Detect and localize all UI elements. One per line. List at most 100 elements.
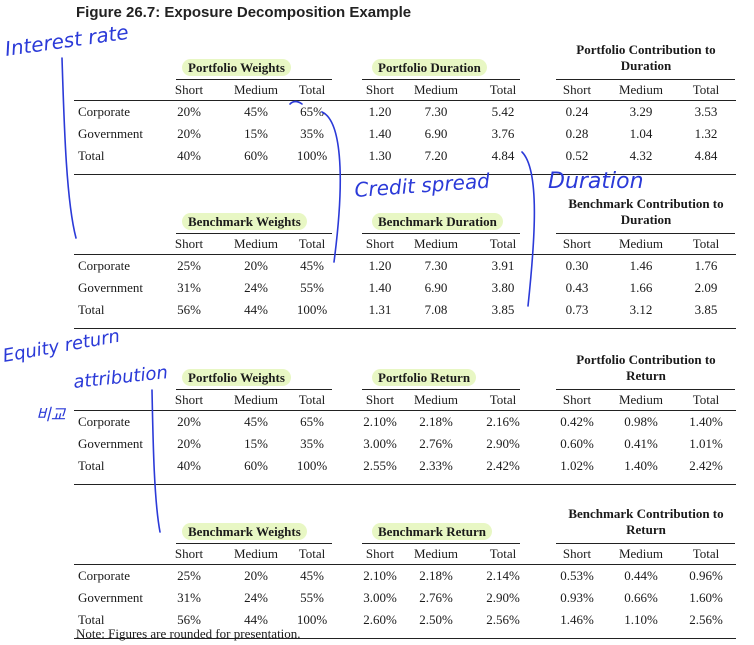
table-cell: 2.90% bbox=[486, 590, 520, 605]
table-cell: 0.42% bbox=[560, 414, 594, 429]
header-rule bbox=[362, 79, 520, 80]
figure-title: Figure 26.7: Exposure Decomposition Exam… bbox=[76, 4, 412, 21]
table-cell: 60% bbox=[244, 148, 268, 163]
row-label: Total bbox=[78, 458, 105, 473]
table-cell: 3.80 bbox=[491, 280, 515, 295]
row-label: Total bbox=[78, 302, 105, 317]
group-header-measure-label: Portfolio Return bbox=[372, 369, 477, 386]
table-cell: 60% bbox=[244, 458, 268, 473]
header-rule bbox=[176, 543, 332, 544]
column-label: Total bbox=[489, 546, 517, 561]
table-cell: 2.55% bbox=[363, 458, 397, 473]
table-cell: 1.32 bbox=[694, 126, 718, 141]
row-label: Government bbox=[78, 590, 143, 605]
table-cell: 2.90% bbox=[486, 436, 520, 451]
column-label: Total bbox=[489, 82, 517, 97]
header-rule bbox=[362, 389, 520, 390]
column-label: Medium bbox=[413, 236, 459, 251]
table-cell: 3.85 bbox=[491, 302, 515, 317]
table-cell: 3.76 bbox=[491, 126, 515, 141]
table-cell: 1.66 bbox=[629, 280, 653, 295]
column-label-rule bbox=[74, 564, 736, 565]
ink-attribution: attribution bbox=[72, 362, 169, 393]
table-cell: 0.28 bbox=[565, 126, 589, 141]
table-cell: 3.00% bbox=[363, 436, 397, 451]
table-cell: 45% bbox=[300, 258, 324, 273]
table-cell: 100% bbox=[296, 302, 328, 317]
column-label-rule bbox=[74, 254, 736, 255]
table-cell: 56% bbox=[177, 612, 201, 627]
column-label: Short bbox=[562, 82, 592, 97]
group-header-measure: Portfolio Duration bbox=[372, 59, 487, 76]
header-rule bbox=[556, 389, 735, 390]
table-cell: 7.20 bbox=[424, 148, 448, 163]
table-cell: 4.84 bbox=[694, 148, 718, 163]
table-cell: 1.31 bbox=[368, 302, 392, 317]
row-label: Corporate bbox=[78, 568, 130, 583]
ink-bracket-top bbox=[61, 57, 77, 239]
column-label: Short bbox=[365, 82, 395, 97]
table-cell: 6.90 bbox=[424, 280, 448, 295]
table-cell: 45% bbox=[244, 414, 268, 429]
table-cell: 55% bbox=[300, 280, 324, 295]
panel-bottom-rule bbox=[74, 484, 736, 485]
header-rule bbox=[362, 233, 520, 234]
column-label: Total bbox=[692, 546, 720, 561]
table-cell: 44% bbox=[244, 302, 268, 317]
ink-korean: 비교 bbox=[36, 405, 67, 424]
table-cell: 3.53 bbox=[694, 104, 718, 119]
table-cell: 0.44% bbox=[624, 568, 658, 583]
group-header-weights: Benchmark Weights bbox=[182, 213, 307, 230]
column-label: Total bbox=[692, 392, 720, 407]
table-cell: 7.08 bbox=[424, 302, 448, 317]
table-cell: 0.73 bbox=[565, 302, 589, 317]
table-cell: 25% bbox=[177, 568, 201, 583]
table-cell: 2.42% bbox=[486, 458, 520, 473]
table-cell: 20% bbox=[244, 568, 268, 583]
group-header-weights-label: Benchmark Weights bbox=[182, 523, 307, 540]
table-cell: 2.56% bbox=[486, 612, 520, 627]
table-cell: 2.10% bbox=[363, 568, 397, 583]
table-cell: 20% bbox=[177, 436, 201, 451]
column-label-rule bbox=[74, 100, 736, 101]
column-label: Total bbox=[298, 546, 326, 561]
table-cell: 0.93% bbox=[560, 590, 594, 605]
column-label: Short bbox=[562, 546, 592, 561]
table-cell: 20% bbox=[177, 414, 201, 429]
panel-bottom-rule bbox=[74, 328, 736, 329]
table-cell: 7.30 bbox=[424, 104, 448, 119]
table-cell: 1.20 bbox=[368, 104, 392, 119]
footnote: Note: Figures are rounded for presentati… bbox=[76, 626, 301, 641]
table-cell: 2.76% bbox=[419, 590, 453, 605]
table-cell: 2.60% bbox=[363, 612, 397, 627]
table-cell: 0.98% bbox=[624, 414, 658, 429]
column-label: Total bbox=[298, 236, 326, 251]
column-label: Short bbox=[365, 236, 395, 251]
row-label: Total bbox=[78, 148, 105, 163]
group-header-contribution: Benchmark Contribution to Duration bbox=[568, 196, 724, 227]
group-header-weights-label: Portfolio Weights bbox=[182, 59, 291, 76]
table-cell: 3.00% bbox=[363, 590, 397, 605]
column-label: Medium bbox=[233, 236, 279, 251]
ink-interest: Interest rate bbox=[3, 20, 130, 61]
column-label: Total bbox=[692, 82, 720, 97]
table-cell: 31% bbox=[177, 280, 201, 295]
group-header-measure: Portfolio Return bbox=[372, 369, 477, 386]
column-label: Short bbox=[174, 82, 204, 97]
table-cell: 2.50% bbox=[419, 612, 453, 627]
table-cell: 56% bbox=[177, 302, 201, 317]
table-cell: 0.66% bbox=[624, 590, 658, 605]
column-label: Medium bbox=[413, 82, 459, 97]
group-header-measure-label: Benchmark Return bbox=[372, 523, 492, 540]
table-cell: 65% bbox=[300, 104, 324, 119]
table-cell: 2.42% bbox=[689, 458, 723, 473]
table-cell: 0.24 bbox=[565, 104, 589, 119]
table-cell: 2.56% bbox=[689, 612, 723, 627]
row-label: Government bbox=[78, 126, 143, 141]
column-label: Short bbox=[365, 546, 395, 561]
group-header-measure: Benchmark Return bbox=[372, 523, 492, 540]
column-label: Medium bbox=[233, 392, 279, 407]
column-label: Short bbox=[174, 236, 204, 251]
panel-bottom-rule bbox=[74, 638, 736, 639]
table-cell: 1.40 bbox=[368, 280, 392, 295]
